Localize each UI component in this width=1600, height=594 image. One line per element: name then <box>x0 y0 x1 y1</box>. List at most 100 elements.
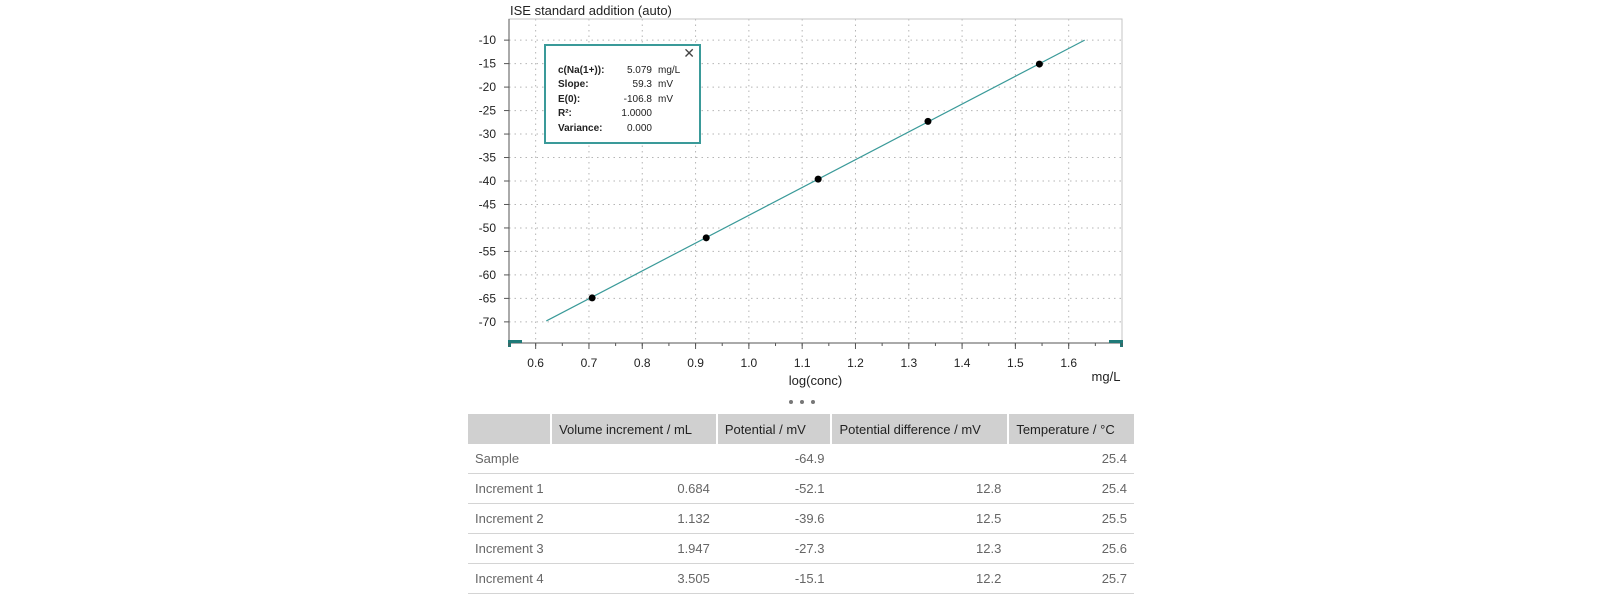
table-row[interactable]: Increment 1 0.684 -52.1 12.8 25.4 <box>468 473 1134 504</box>
col-header-name[interactable] <box>468 414 553 444</box>
result-row: c(Na(1+)): 5.079 mg/L <box>558 63 688 78</box>
cell-potential: -52.1 <box>716 473 832 504</box>
x-tick-label: 1.5 <box>1007 356 1024 370</box>
col-header-difference[interactable]: Potential difference / mV <box>831 414 1010 444</box>
y-tick-label: -55 <box>479 244 497 258</box>
cell-potential: -64.9 <box>716 444 832 474</box>
cell-temperature: 25.7 <box>1008 563 1134 594</box>
cell-difference: 12.2 <box>831 563 1009 594</box>
y-tick-label: -70 <box>479 315 497 329</box>
cell-name: Increment 2 <box>468 503 552 534</box>
x-tick-label: 1.6 <box>1060 356 1077 370</box>
cell-name: Increment 4 <box>468 563 552 594</box>
result-popup[interactable]: ✕ c(Na(1+)): 5.079 mg/L Slope: 59.3 mV E(0): -1… <box>544 44 701 144</box>
result-value: 0.000 <box>626 122 652 134</box>
axis-range-marker-right <box>1109 340 1123 343</box>
table-row[interactable]: Increment 4 3.505 -15.1 12.2 25.7 <box>468 563 1134 594</box>
result-value: 1.0000 <box>621 108 652 120</box>
x-tick-label: 0.6 <box>527 356 544 370</box>
data-point <box>924 117 932 125</box>
x-tick-label: 0.8 <box>634 356 651 370</box>
result-label: c(Na(1+)): <box>558 64 605 76</box>
x-tick-label: 1.0 <box>741 356 758 370</box>
axis-range-marker-left <box>508 340 522 343</box>
result-value: 5.079 <box>626 64 652 76</box>
cell-temperature: 25.4 <box>1008 473 1134 504</box>
result-unit: mg/L <box>658 64 681 76</box>
data-point <box>702 234 710 242</box>
col-header-volume[interactable]: Volume increment / mL <box>551 414 718 444</box>
close-icon[interactable]: ✕ <box>683 45 695 61</box>
col-header-temperature[interactable]: Temperature / °C <box>1008 414 1134 444</box>
y-tick-label: -15 <box>479 57 497 71</box>
splitter-handle[interactable] <box>789 398 815 406</box>
cell-name: Sample <box>468 444 552 474</box>
cell-volume <box>551 444 717 474</box>
y-tick-label: -65 <box>479 291 497 305</box>
x-tick-label: 0.7 <box>581 356 598 370</box>
y-tick-label: -45 <box>479 197 497 211</box>
result-row: R²: 1.0000 <box>558 107 688 122</box>
cell-difference: 12.8 <box>831 473 1009 504</box>
result-rows: c(Na(1+)): 5.079 mg/L Slope: 59.3 mV E(0): -106… <box>558 63 688 136</box>
cell-temperature: 25.4 <box>1008 444 1134 474</box>
cell-volume: 3.505 <box>551 563 717 594</box>
data-point <box>588 294 596 302</box>
result-row: Slope: 59.3 mV <box>558 78 688 93</box>
table-row[interactable]: Increment 2 1.132 -39.6 12.5 25.5 <box>468 503 1134 534</box>
cell-potential: -27.3 <box>716 533 832 564</box>
chart-title: ISE standard addition (auto) <box>510 3 672 18</box>
splitter-dot <box>811 400 815 404</box>
table-row[interactable]: Sample -64.9 25.4 <box>468 444 1134 474</box>
data-point <box>1035 60 1043 68</box>
cell-volume: 1.132 <box>551 503 717 534</box>
splitter-dot <box>800 400 804 404</box>
splitter-dot <box>789 400 793 404</box>
y-tick-label: -10 <box>479 33 497 47</box>
y-tick-label: -25 <box>479 104 497 118</box>
x-tick-label: 1.2 <box>847 356 864 370</box>
y-tick-label: -30 <box>479 127 497 141</box>
cell-name: Increment 3 <box>468 533 552 564</box>
y-tick-label: -40 <box>479 174 497 188</box>
cell-difference <box>831 444 1009 474</box>
x-axis-unit: mg/L <box>1092 369 1121 384</box>
y-tick-label: -60 <box>479 268 497 282</box>
table-body: Sample -64.9 25.4 Increment 1 0.684 -52.1 12.8… <box>468 444 1134 594</box>
result-label: R²: <box>558 108 572 120</box>
cell-temperature: 25.6 <box>1008 533 1134 564</box>
x-tick-label: 0.9 <box>687 356 704 370</box>
cell-volume: 1.947 <box>551 533 717 564</box>
results-table: Volume increment / mL Potential / mV Pot… <box>468 414 1134 594</box>
grid-layer <box>509 19 1122 343</box>
result-row: Variance: 0.000 <box>558 121 688 136</box>
result-unit: mV <box>658 79 673 91</box>
series-layer <box>546 39 1085 322</box>
col-header-potential[interactable]: Potential / mV <box>716 414 833 444</box>
cell-difference: 12.5 <box>831 503 1009 534</box>
x-axis-label: log(conc) <box>789 373 842 388</box>
result-value: -106.8 <box>623 93 652 105</box>
cell-temperature: 25.5 <box>1008 503 1134 534</box>
result-unit: mV <box>658 93 673 105</box>
result-value: 59.3 <box>632 79 652 91</box>
x-tick-label: 1.3 <box>900 356 917 370</box>
cell-difference: 12.3 <box>831 533 1009 564</box>
data-point <box>814 175 822 183</box>
chart: -10-15-20-25-30-35-40-45-50-55-60-65-70 … <box>479 18 1123 388</box>
cell-potential: -15.1 <box>716 563 832 594</box>
y-tick-label: -50 <box>479 221 497 235</box>
cell-potential: -39.6 <box>716 503 832 534</box>
result-row: E(0): -106.8 mV <box>558 92 688 107</box>
cell-name: Increment 1 <box>468 473 552 504</box>
result-label: Variance: <box>558 122 603 134</box>
y-tick-label: -35 <box>479 151 497 165</box>
x-tick-label: 1.4 <box>954 356 971 370</box>
cell-volume: 0.684 <box>551 473 717 504</box>
result-label: E(0): <box>558 93 581 105</box>
x-axis-ticks: 0.6 0.7 0.8 0.9 1.0 1.1 1.2 1.3 1.4 1.5 1.6 <box>508 343 1123 370</box>
table-row[interactable]: Increment 3 1.947 -27.3 12.3 25.6 <box>468 533 1134 564</box>
result-label: Slope: <box>558 79 589 91</box>
table-header-row: Volume increment / mL Potential / mV Pot… <box>468 414 1134 444</box>
y-tick-label: -20 <box>479 80 497 94</box>
